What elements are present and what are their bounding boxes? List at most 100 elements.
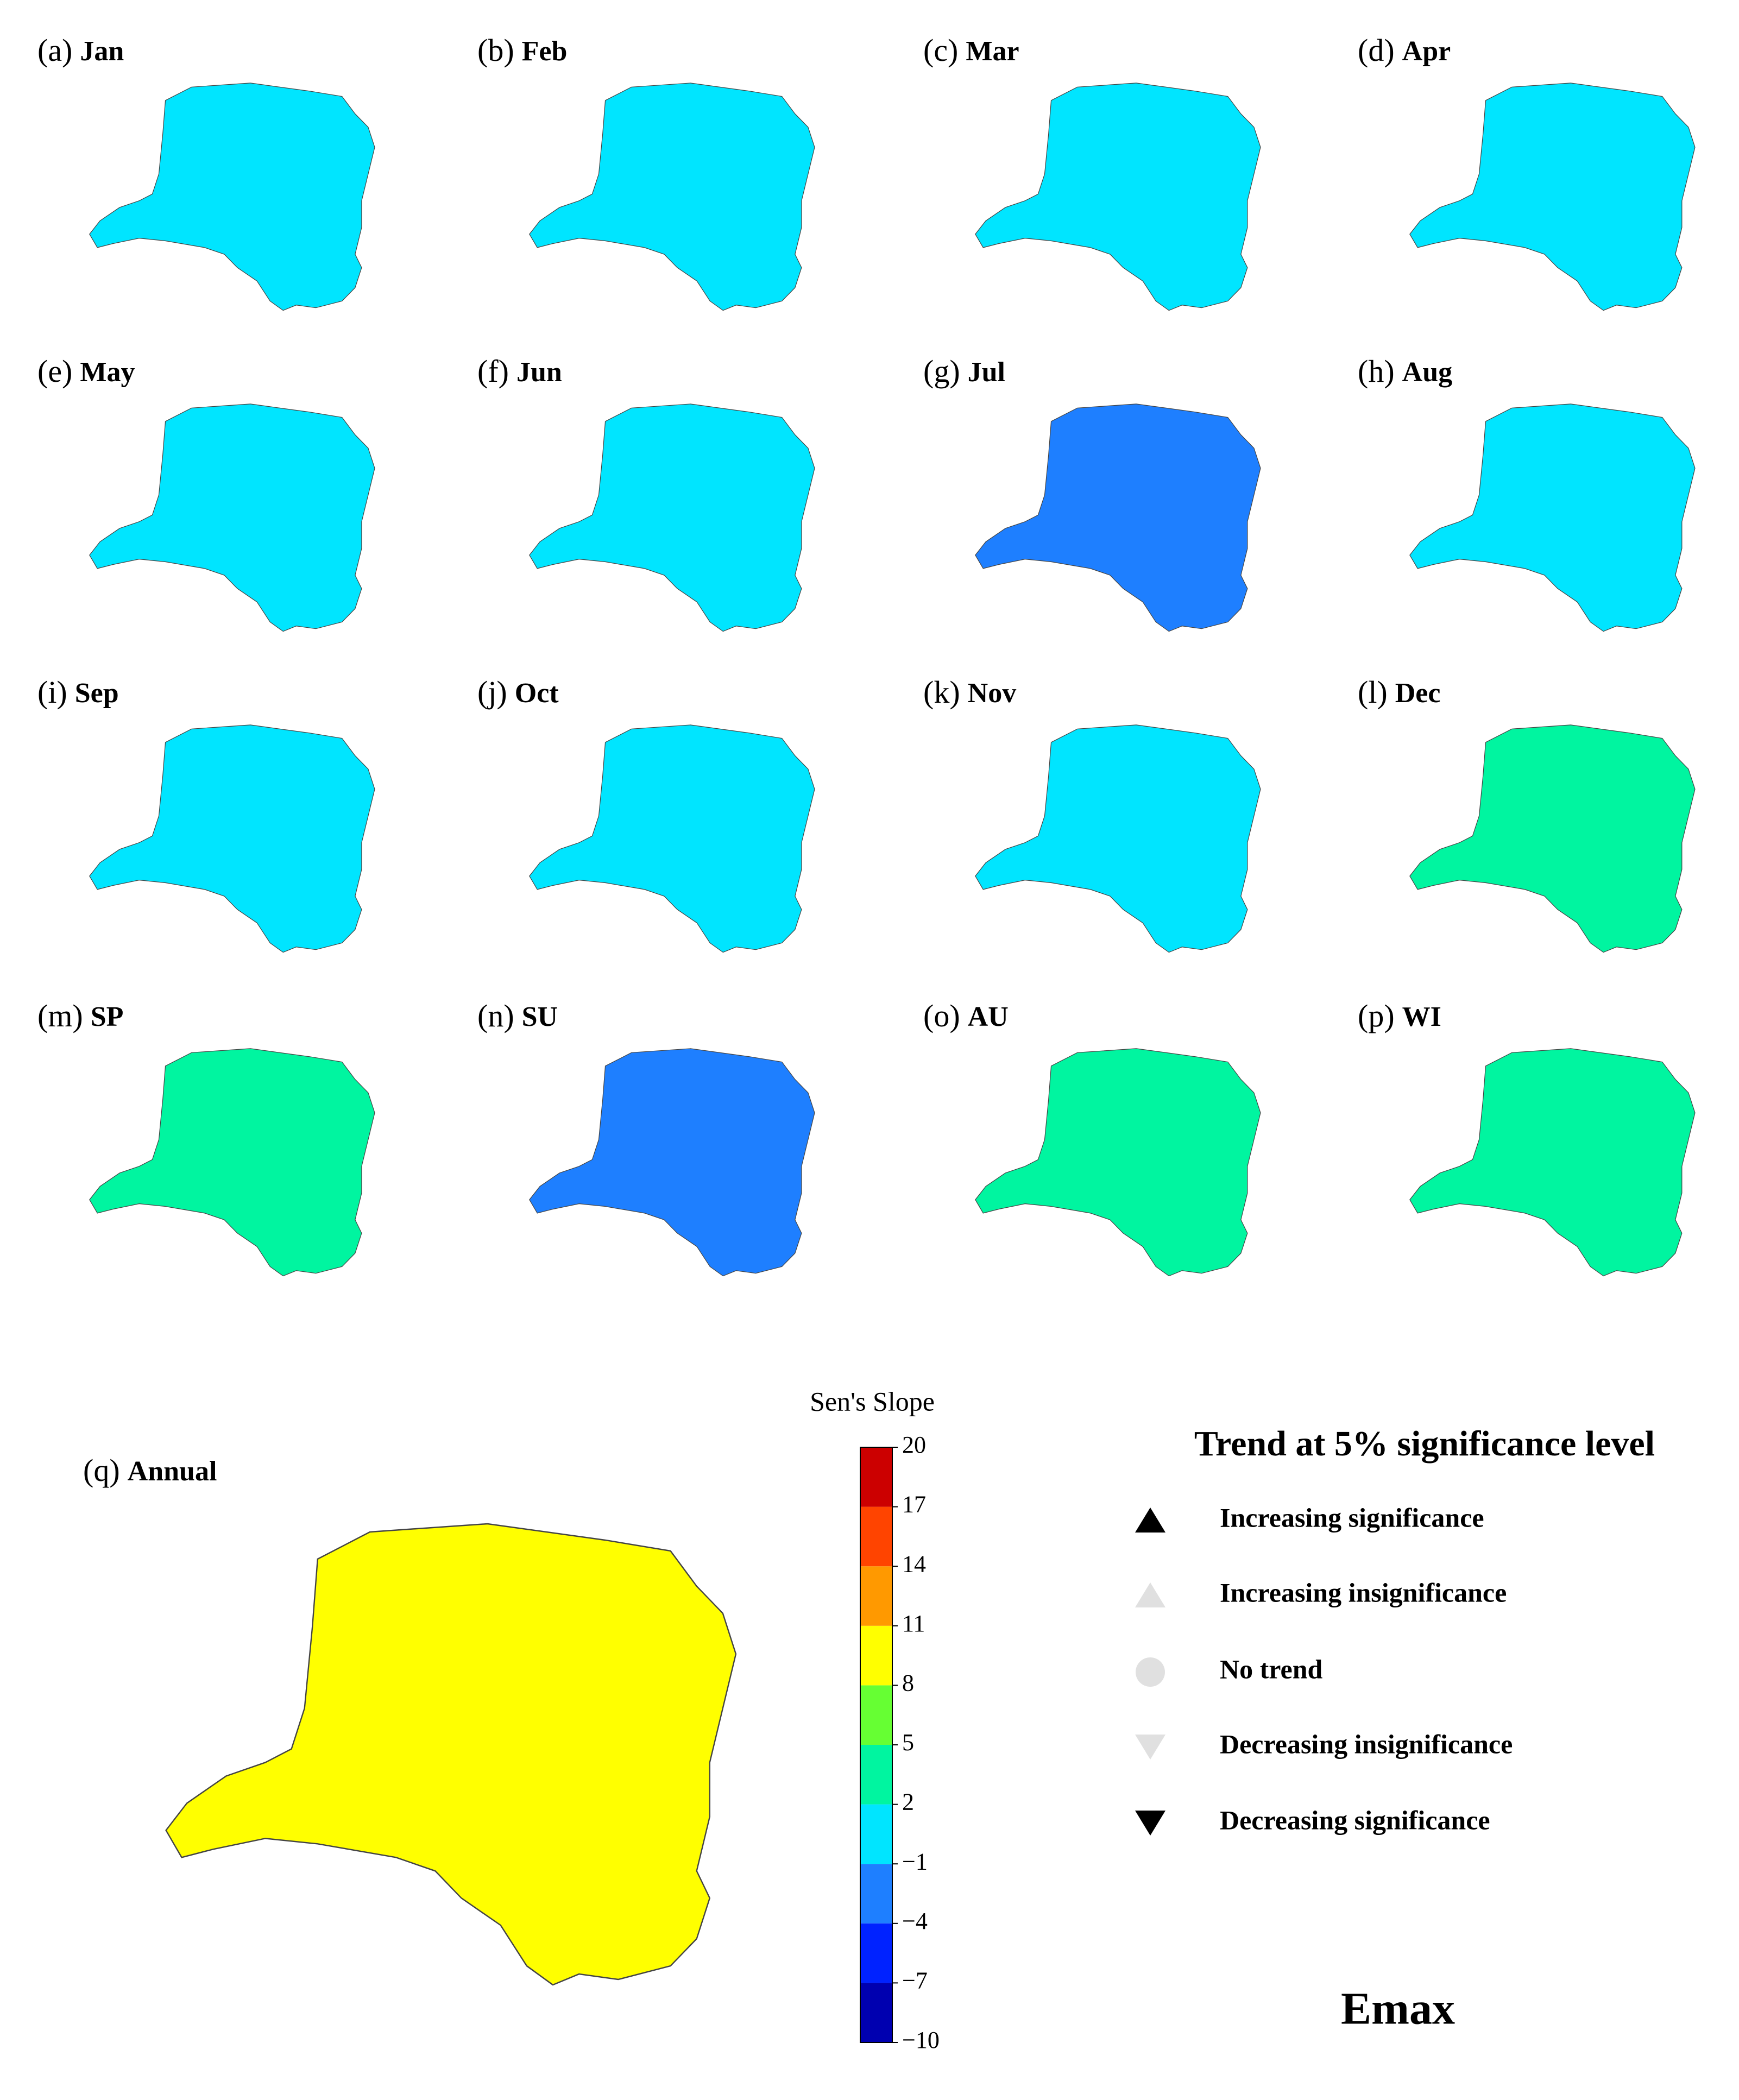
map <box>89 83 375 311</box>
map <box>1409 724 1696 953</box>
map-region <box>1409 83 1696 311</box>
colorbar-band <box>860 1983 892 2042</box>
panel-label: (k) Nov <box>923 674 1016 710</box>
panel-name: Sep <box>75 678 119 709</box>
map-region <box>975 403 1261 632</box>
panel-letter: (d) <box>1358 33 1395 68</box>
map-region <box>165 1523 737 1986</box>
legend-label: Decreasing significance <box>1220 1805 1490 1835</box>
panel-label: (e) May <box>37 354 135 389</box>
panel-name: Apr <box>1402 36 1451 67</box>
panel-letter: (a) <box>37 33 72 68</box>
map <box>529 403 815 632</box>
map <box>975 83 1261 311</box>
legend-symbol <box>1135 1735 1165 1760</box>
colorbar-label: Sen's Slope <box>810 1386 935 1416</box>
map <box>1409 83 1696 311</box>
map-region <box>975 724 1261 953</box>
panel-label: (a) Jan <box>37 33 124 68</box>
panel-name: May <box>80 357 135 388</box>
panel-name: Oct <box>515 678 559 709</box>
panel-name: SP <box>91 1001 124 1032</box>
legend-symbol <box>1135 1508 1165 1533</box>
panel-name: Aug <box>1402 357 1452 388</box>
panel-name: Feb <box>522 36 568 67</box>
panel-letter: (c) <box>923 33 958 68</box>
colorbar-band <box>860 1864 892 1924</box>
colorbar-band <box>860 1447 892 1507</box>
panel-label: (b) Feb <box>477 33 567 68</box>
colorbar-band <box>860 1566 892 1626</box>
colorbar-band <box>860 1804 892 1864</box>
colorbar-tick-label: 11 <box>902 1610 925 1637</box>
panel-letter: (b) <box>477 33 514 68</box>
colorbar-band <box>860 1625 892 1686</box>
map <box>975 724 1261 953</box>
map <box>529 1048 815 1277</box>
panel-letter: (k) <box>923 674 960 710</box>
colorbar-tick-label: 8 <box>902 1669 914 1696</box>
panel-letter: (e) <box>37 354 72 389</box>
panel-letter: (p) <box>1358 998 1395 1033</box>
panel-name: WI <box>1402 1001 1441 1032</box>
map-region <box>1409 1048 1696 1277</box>
colorbar-tick-label: −10 <box>902 2027 940 2053</box>
panel-letter: (f) <box>477 354 509 389</box>
colorbar-tick-label: 20 <box>902 1431 926 1458</box>
map-region <box>1409 724 1696 953</box>
colorbar-tick-label: 17 <box>902 1491 926 1518</box>
colorbar-band <box>860 1685 892 1745</box>
panel-letter: (g) <box>923 354 960 389</box>
map-region <box>1409 403 1696 632</box>
map-region <box>89 724 375 953</box>
map <box>529 83 815 311</box>
panel-letter: (h) <box>1358 354 1395 389</box>
panel-letter: (i) <box>37 674 67 710</box>
colorbar-tick-label: −1 <box>902 1848 928 1875</box>
map <box>89 1048 375 1277</box>
panel-label: (l) Dec <box>1358 674 1440 710</box>
legend-label: No trend <box>1220 1654 1323 1684</box>
panel-label: (h) Aug <box>1358 354 1452 389</box>
figure-title: Emax <box>1341 1983 1455 2034</box>
map <box>975 1048 1261 1277</box>
legend-symbol <box>1135 1811 1165 1836</box>
panel-letter: (j) <box>477 674 507 710</box>
map <box>165 1523 737 1986</box>
map-region <box>975 83 1261 311</box>
panel-label: (p) WI <box>1358 998 1441 1033</box>
panel-label: (n) SU <box>477 998 558 1033</box>
legend-title: Trend at 5% significance level <box>1194 1424 1655 1464</box>
panel-name: Jul <box>968 357 1005 388</box>
map <box>529 724 815 953</box>
panel-name: Jan <box>80 36 124 67</box>
map-region <box>89 403 375 632</box>
panel-label: (o) AU <box>923 998 1009 1033</box>
panel-label: (c) Mar <box>923 33 1019 68</box>
colorbar-band <box>860 1506 892 1567</box>
legend-label: Increasing insignificance <box>1220 1577 1507 1607</box>
panel-label: (j) Oct <box>477 674 559 710</box>
panel-name: Mar <box>966 36 1019 67</box>
colorbar-tick-label: 5 <box>902 1729 914 1756</box>
map <box>975 403 1261 632</box>
panel-letter: (q) <box>83 1453 120 1488</box>
map-region <box>529 724 815 953</box>
colorbar-tick-label: −7 <box>902 1967 928 1994</box>
colorbar-band <box>860 1923 892 1983</box>
colorbar-tick-label: 14 <box>902 1550 926 1577</box>
map <box>89 403 375 632</box>
panel-letter: (n) <box>477 998 514 1033</box>
panel-letter: (l) <box>1358 674 1388 710</box>
map-region <box>89 1048 375 1277</box>
panel-name: Annual <box>128 1456 217 1487</box>
panel-name: SU <box>522 1001 558 1032</box>
legend-label: Decreasing insignificance <box>1220 1729 1513 1759</box>
panel-label: (i) Sep <box>37 674 119 710</box>
panel-letter: (o) <box>923 998 960 1033</box>
panel-label: (f) Jun <box>477 354 562 389</box>
map <box>89 724 375 953</box>
map-region <box>975 1048 1261 1277</box>
panel-name: Nov <box>968 678 1017 709</box>
